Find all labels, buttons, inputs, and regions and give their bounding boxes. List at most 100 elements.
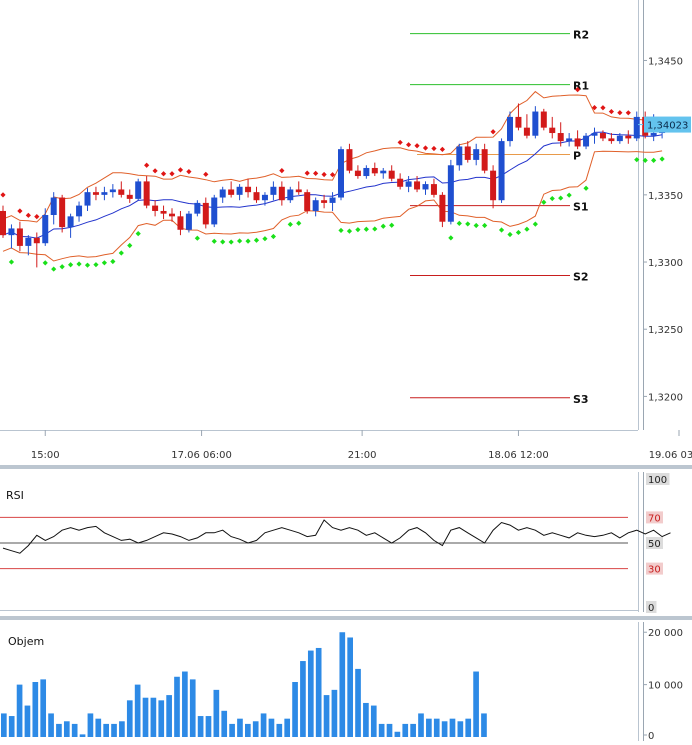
volume-bar xyxy=(79,734,86,737)
sar-dot xyxy=(152,168,158,174)
sar-dot xyxy=(101,260,107,266)
rsi-tick-label: 30 xyxy=(648,565,661,576)
sar-dot xyxy=(93,262,99,268)
sar-dot xyxy=(431,145,437,152)
volume-bar xyxy=(229,723,235,737)
candle-body xyxy=(270,186,277,195)
volume-bar xyxy=(87,713,94,737)
candle-body xyxy=(507,116,513,142)
candle-body xyxy=(8,228,15,236)
candle-body xyxy=(608,138,615,142)
volume-bar xyxy=(347,637,353,737)
volume-bar xyxy=(111,723,117,737)
candle-body xyxy=(625,135,632,139)
volume-bar xyxy=(426,718,432,737)
sar-dot xyxy=(253,237,260,243)
sar-dot xyxy=(76,261,82,267)
sar-dot xyxy=(160,171,167,177)
sar-dot xyxy=(372,226,378,232)
sar-dot xyxy=(651,157,657,163)
rsi-tick-label: 70 xyxy=(648,513,661,524)
sar-dot xyxy=(515,229,522,236)
candle-body xyxy=(135,181,142,199)
volume-bar xyxy=(473,671,479,737)
candle-body xyxy=(312,200,319,211)
candle-body xyxy=(346,149,353,171)
candle-body xyxy=(464,146,471,160)
candle-body xyxy=(261,194,268,201)
sar-dot xyxy=(313,170,319,176)
sar-dot xyxy=(583,185,589,191)
volume-bar xyxy=(260,713,267,737)
candle-body xyxy=(414,181,421,190)
sar-dot xyxy=(279,168,285,174)
rsi-line xyxy=(2,519,671,554)
volume-bar xyxy=(410,723,416,737)
volume-bar xyxy=(457,721,464,737)
volume-bar xyxy=(394,731,401,737)
sar-dot xyxy=(507,231,513,238)
candle-body xyxy=(599,133,606,139)
y-tick-label: 1,3300 xyxy=(648,258,683,269)
candle-body xyxy=(456,146,463,166)
candle-body xyxy=(583,135,590,147)
volume-bar xyxy=(370,705,377,737)
volume-bar xyxy=(465,718,472,737)
candle-body xyxy=(338,149,344,198)
candle-body xyxy=(0,210,6,236)
sar-dot xyxy=(498,227,505,233)
sar-dot xyxy=(8,259,15,265)
candle-body xyxy=(16,228,23,246)
volume-bar xyxy=(221,710,228,737)
x-tick-label: 18.06 12:00 xyxy=(488,450,549,461)
candle-body xyxy=(287,189,294,201)
volume-title: Objem xyxy=(8,635,44,648)
bollinger-upper xyxy=(2,90,663,223)
volume-bar xyxy=(119,721,125,737)
sar-dot xyxy=(220,239,226,245)
candle-body xyxy=(371,167,378,174)
pivot-label-r1: R1 xyxy=(573,80,589,93)
candle-body xyxy=(633,116,640,139)
rsi-title: RSI xyxy=(6,489,24,502)
candle-body xyxy=(515,116,522,128)
sar-dot xyxy=(414,143,420,149)
volume-bar xyxy=(268,718,275,737)
candle-body xyxy=(152,205,159,211)
sar-dot xyxy=(338,227,344,234)
volume-tick-label: 0 xyxy=(648,731,654,741)
last-price-label: 1,34023 xyxy=(647,121,688,132)
sar-dot xyxy=(59,264,65,270)
volume-bar xyxy=(292,682,298,737)
candle-body xyxy=(354,170,361,177)
candle-body xyxy=(84,192,91,206)
rsi-tick-label: 50 xyxy=(648,539,661,550)
sar-dot xyxy=(194,235,200,241)
volume-tick-label: 20 000 xyxy=(648,628,683,639)
candle-body xyxy=(228,189,235,195)
candle-body xyxy=(498,141,505,201)
sar-dot xyxy=(406,142,412,148)
sar-dot xyxy=(68,262,74,268)
volume-bar xyxy=(24,705,31,737)
volume-bar xyxy=(174,676,180,737)
candle-body xyxy=(202,202,209,225)
volume-bar xyxy=(134,684,141,737)
candle-body xyxy=(430,184,437,195)
sar-dot xyxy=(17,208,23,214)
volume-bar xyxy=(300,661,306,737)
volume-bar xyxy=(95,718,102,737)
sar-dot xyxy=(110,258,116,265)
sar-dot xyxy=(144,162,150,168)
y-tick-label: 1,3200 xyxy=(648,392,683,403)
volume-bar xyxy=(339,632,346,737)
candle-body xyxy=(574,138,581,147)
sar-dot xyxy=(84,262,91,268)
candle-body xyxy=(549,127,556,134)
candle-body xyxy=(329,197,336,203)
sar-dot xyxy=(634,157,640,163)
volume-bar xyxy=(182,671,188,737)
y-tick-label: 1,3450 xyxy=(648,56,683,67)
